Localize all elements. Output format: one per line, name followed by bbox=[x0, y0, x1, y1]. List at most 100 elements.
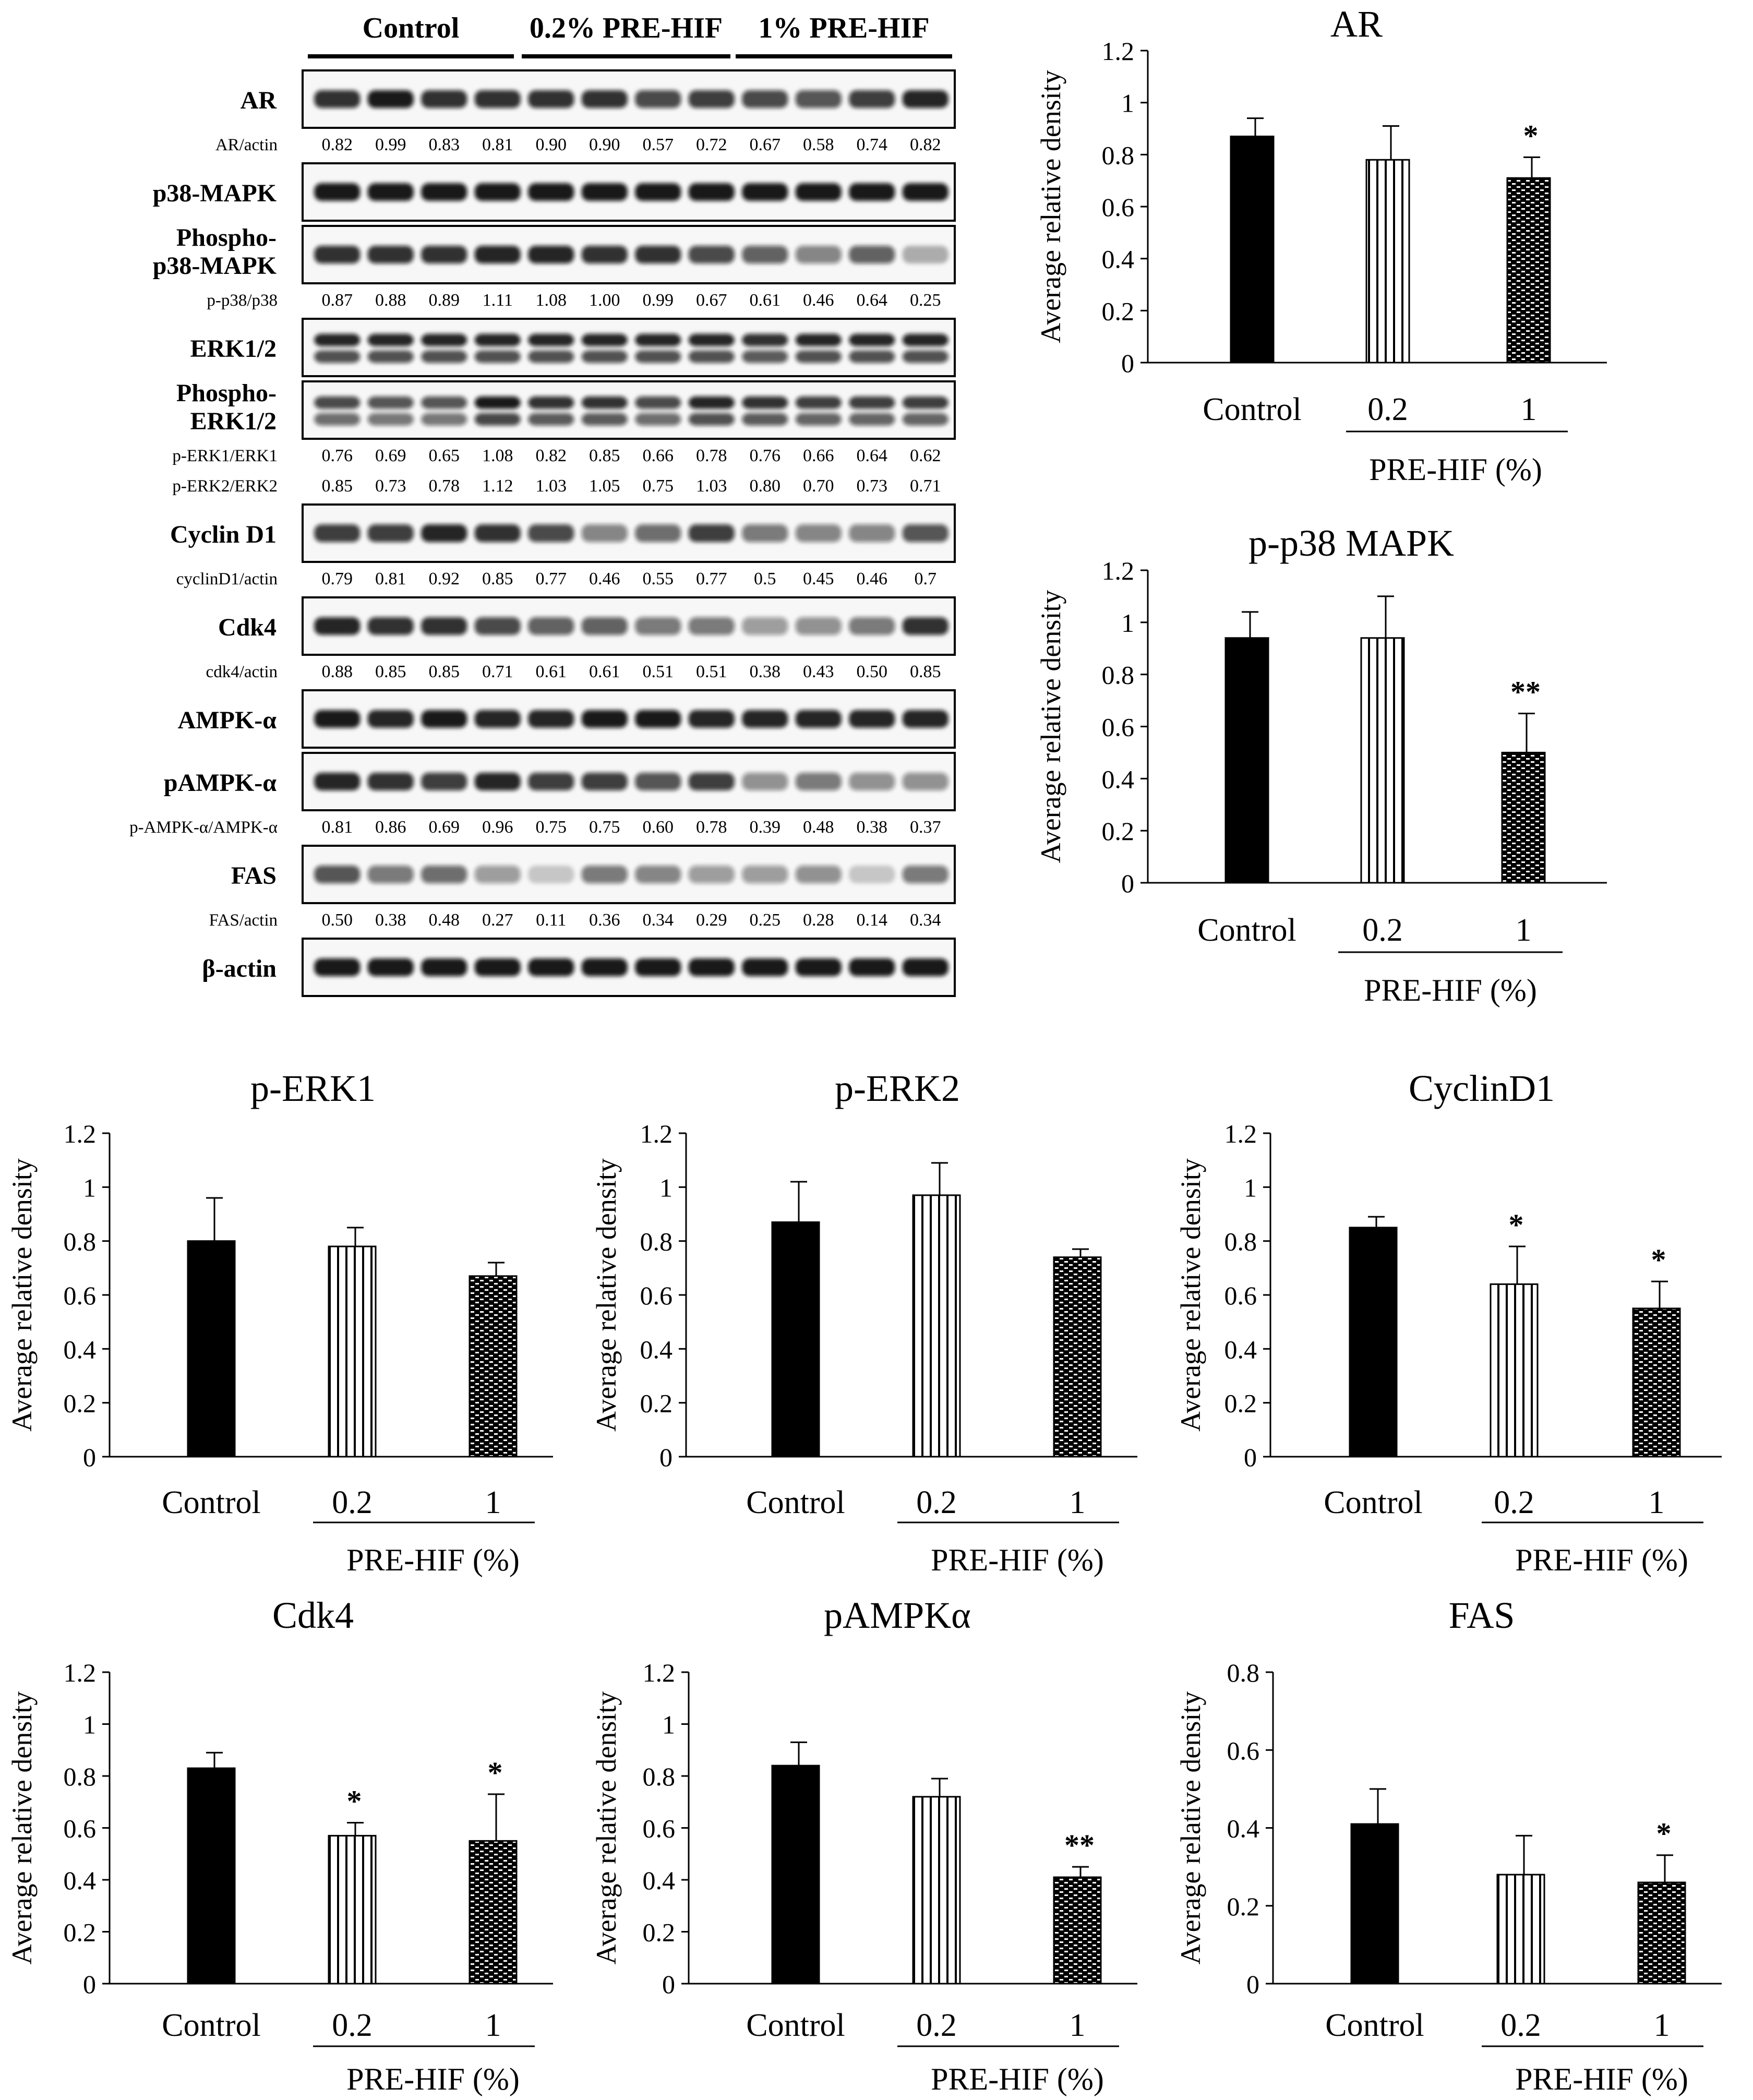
blot-band bbox=[742, 333, 788, 346]
blot-ratio-value: 0.50 bbox=[857, 662, 888, 681]
blot-band bbox=[528, 183, 574, 201]
y-axis-label: Average relative density bbox=[1175, 1158, 1206, 1432]
y-tick-label: 0.6 bbox=[1224, 1281, 1257, 1310]
y-tick-label: 0.4 bbox=[64, 1335, 97, 1364]
blot-band bbox=[581, 617, 628, 635]
blot-ratio-value: 0.39 bbox=[750, 818, 781, 837]
blot-band bbox=[314, 773, 361, 790]
blot-ratio-value: 0.51 bbox=[643, 662, 674, 681]
blot-band bbox=[849, 333, 895, 346]
blot-ratio-value: 0.64 bbox=[857, 446, 888, 465]
blot-band bbox=[367, 524, 414, 542]
blot-band bbox=[314, 710, 361, 728]
y-tick-label: 0.6 bbox=[1102, 193, 1135, 222]
blot-band bbox=[742, 866, 788, 883]
y-tick-label: 0.4 bbox=[1224, 1335, 1257, 1364]
blot-band bbox=[902, 866, 948, 883]
blot-ratio-label: p-p38/p38 bbox=[207, 291, 278, 310]
blot-ratio-value: 1.03 bbox=[536, 476, 567, 496]
blot-ratio-value: 0.28 bbox=[803, 910, 834, 930]
x-axis-label: PRE-HIF (%) bbox=[346, 1543, 520, 1577]
blot-band bbox=[635, 773, 681, 790]
blot-ratio-value: 0.85 bbox=[589, 446, 620, 465]
blot-band bbox=[795, 333, 842, 346]
blot-ratio-value: 0.51 bbox=[696, 662, 727, 681]
blot-membrane bbox=[302, 318, 956, 377]
blot-row-label: ERK1/2 bbox=[190, 407, 277, 435]
blot-ratio-value: 0.66 bbox=[803, 446, 834, 465]
category-label: 1 bbox=[1521, 392, 1537, 427]
blot-band bbox=[688, 617, 735, 635]
blot-row-label: FAS bbox=[231, 862, 277, 890]
blot-ratio-value: 0.7 bbox=[915, 569, 937, 589]
blot-band bbox=[688, 350, 735, 363]
blot-ratio-value: 0.92 bbox=[429, 569, 460, 589]
category-label: 1 bbox=[1516, 913, 1532, 948]
blot-ratio-value: 0.37 bbox=[910, 818, 941, 837]
blot-group-headers: Control 0.2% PRE-HIF 1% PRE-HIF bbox=[308, 12, 952, 58]
blot-ratio-value: 0.27 bbox=[482, 910, 513, 930]
blot-band bbox=[474, 396, 521, 409]
blot-band bbox=[795, 524, 842, 542]
blot-ratio-value: 0.78 bbox=[429, 476, 460, 496]
y-tick-label: 0.8 bbox=[1227, 1658, 1260, 1687]
blot-band bbox=[795, 866, 842, 883]
x-axis-label: PRE-HIF (%) bbox=[1515, 1543, 1688, 1577]
blot-band bbox=[688, 333, 735, 346]
blot-rows: AR AR/actin 0.82 0.99 0.83 0.81 0.90 0.90 0.57 0.… bbox=[129, 69, 956, 997]
category-label: Control bbox=[1325, 2008, 1424, 2043]
x-axis-label: PRE-HIF (%) bbox=[346, 2062, 520, 2096]
blot-band bbox=[849, 524, 895, 542]
blot-band bbox=[581, 246, 628, 263]
blot-ratio-value: 0.46 bbox=[589, 569, 620, 589]
blot-band bbox=[742, 710, 788, 728]
blot-ratio-value: 0.99 bbox=[643, 291, 674, 310]
blot-band bbox=[742, 617, 788, 635]
blot-band bbox=[474, 246, 521, 263]
blot-ratio-value: 0.87 bbox=[322, 291, 353, 310]
blot-ratio-value: 0.80 bbox=[750, 476, 781, 496]
y-tick-label: 1 bbox=[83, 1173, 96, 1202]
blot-band bbox=[421, 90, 467, 108]
blot-ratio-value: 0.14 bbox=[857, 910, 888, 930]
blot-band bbox=[902, 246, 948, 263]
y-tick-label: 0.6 bbox=[64, 1814, 97, 1843]
bar bbox=[1501, 751, 1546, 884]
blot-ratio-value: 0.85 bbox=[482, 569, 513, 589]
blot-band bbox=[849, 866, 895, 883]
y-tick-label: 0.8 bbox=[64, 1762, 97, 1791]
blot-ratio-value: 0.76 bbox=[322, 446, 353, 465]
blot-ratio-value: 0.69 bbox=[375, 446, 406, 465]
category-label: 0.2 bbox=[332, 2008, 373, 2043]
blot-band bbox=[528, 617, 574, 635]
blot-ratio-value: 0.38 bbox=[375, 910, 406, 930]
blot-ratio-value: 0.71 bbox=[910, 476, 941, 496]
blot-ratio-value: 0.75 bbox=[536, 818, 567, 837]
blot-band bbox=[742, 350, 788, 363]
blot-row-label: Cdk4 bbox=[218, 614, 277, 641]
blot-band bbox=[902, 524, 948, 542]
blot-band bbox=[902, 773, 948, 790]
blot-ratio-value: 0.69 bbox=[429, 818, 460, 837]
blot-band bbox=[795, 710, 842, 728]
blot-band bbox=[314, 396, 361, 409]
blot-band bbox=[528, 333, 574, 346]
significance-marker: * bbox=[1509, 1208, 1524, 1242]
blot-band bbox=[421, 333, 467, 346]
blot-row: Cdk4 bbox=[218, 596, 956, 656]
y-axis-label: Average relative density bbox=[1035, 70, 1066, 343]
blot-ratio-value: 0.89 bbox=[429, 291, 460, 310]
blot-band bbox=[581, 958, 628, 976]
blot-ratio-value: 0.78 bbox=[696, 446, 727, 465]
blot-band bbox=[314, 958, 361, 976]
blot-ratio-value: 0.90 bbox=[589, 135, 620, 154]
category-label: 1 bbox=[1649, 1485, 1665, 1520]
bar bbox=[771, 1221, 820, 1458]
bar bbox=[1349, 1227, 1398, 1458]
blot-ratio-value: 1.08 bbox=[536, 291, 567, 310]
blot-ratio-value: 0.25 bbox=[750, 910, 781, 930]
blot-band bbox=[314, 617, 361, 635]
y-tick-label: 0.8 bbox=[64, 1227, 97, 1256]
blot-ratio-value: 0.85 bbox=[322, 476, 353, 496]
significance-marker: * bbox=[1523, 118, 1539, 152]
